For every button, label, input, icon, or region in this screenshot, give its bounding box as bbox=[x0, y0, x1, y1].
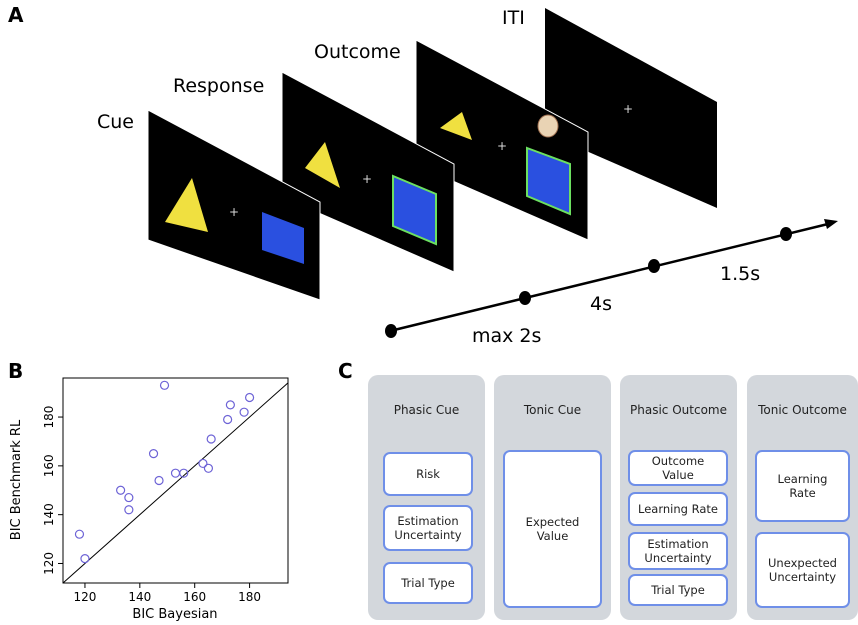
variable-box: Estimation Uncertainty bbox=[628, 532, 728, 570]
column-title: Tonic Outcome bbox=[747, 403, 858, 417]
fixation: + bbox=[229, 205, 239, 219]
point bbox=[125, 494, 133, 502]
column-title: Phasic Cue bbox=[368, 403, 485, 417]
time-point bbox=[780, 227, 792, 241]
x-tick-label: 180 bbox=[238, 590, 261, 604]
x-tick-label: 160 bbox=[183, 590, 206, 604]
point bbox=[81, 555, 89, 563]
column: Phasic Outcome Outcome Value Learning Rate… bbox=[620, 375, 737, 620]
column: Tonic Cue Expected Value bbox=[494, 375, 611, 620]
column-title: Tonic Cue bbox=[494, 403, 611, 417]
screen-label: Cue bbox=[97, 111, 134, 133]
variable-box: Estimation Uncertainty bbox=[383, 505, 473, 551]
time-point bbox=[385, 324, 397, 338]
arrowhead bbox=[824, 219, 838, 229]
y-axis-label: BIC Benchmark RL bbox=[9, 419, 24, 540]
variable-box: Trial Type bbox=[628, 574, 728, 606]
variable-box: Learning Rate bbox=[755, 450, 850, 522]
fixation: + bbox=[623, 102, 633, 116]
screen-label: Response bbox=[173, 75, 264, 97]
plot-frame bbox=[63, 378, 288, 583]
point bbox=[246, 394, 254, 402]
point bbox=[240, 408, 248, 416]
duration-label: 4s bbox=[590, 293, 612, 315]
x-tick-label: 140 bbox=[128, 590, 151, 604]
column: Phasic Cue Risk Estimation Uncertainty Tria… bbox=[368, 375, 485, 620]
y-tick-label: 140 bbox=[42, 503, 56, 526]
point bbox=[199, 459, 207, 467]
point bbox=[224, 415, 232, 423]
outcome-icon bbox=[538, 115, 558, 137]
duration-label: max 2s bbox=[472, 325, 541, 347]
point bbox=[204, 464, 212, 472]
variable-box: Unexpected Uncertainty bbox=[755, 532, 850, 608]
time-point bbox=[648, 259, 660, 273]
panel-label: B bbox=[8, 359, 23, 383]
point bbox=[172, 469, 180, 477]
point bbox=[75, 530, 83, 538]
screen-stack: + + + + bbox=[148, 8, 717, 300]
point bbox=[226, 401, 234, 409]
y-tick-label: 180 bbox=[42, 406, 56, 429]
point bbox=[150, 450, 158, 458]
screen-label: Outcome bbox=[314, 41, 401, 63]
panel-label: C bbox=[338, 359, 353, 383]
fixation: + bbox=[362, 172, 372, 186]
point bbox=[117, 486, 125, 494]
point bbox=[161, 381, 169, 389]
variable-box: Outcome Value bbox=[628, 450, 728, 486]
point bbox=[207, 435, 215, 443]
x-axis-label: BIC Bayesian bbox=[132, 607, 217, 622]
variable-box: Expected Value bbox=[503, 450, 602, 608]
x-tick-label: 120 bbox=[73, 590, 96, 604]
point bbox=[125, 506, 133, 514]
page: A B C + + + + Cue Response Outcome ITI m… bbox=[0, 0, 858, 625]
duration-label: 1.5s bbox=[720, 263, 760, 285]
fixation: + bbox=[497, 139, 507, 153]
variable-box: Learning Rate bbox=[628, 492, 728, 526]
variable-box: Risk bbox=[383, 452, 473, 496]
y-tick-label: 160 bbox=[42, 454, 56, 477]
variable-box: Trial Type bbox=[383, 562, 473, 604]
column-title: Phasic Outcome bbox=[620, 403, 737, 417]
identity-line bbox=[63, 383, 288, 583]
y-tick-label: 120 bbox=[42, 552, 56, 575]
panel-label: A bbox=[8, 3, 24, 27]
screen-label: ITI bbox=[502, 7, 525, 29]
column: Tonic Outcome Learning Rate Unexpected Unc… bbox=[747, 375, 858, 620]
time-point bbox=[519, 291, 531, 305]
point bbox=[155, 477, 163, 485]
